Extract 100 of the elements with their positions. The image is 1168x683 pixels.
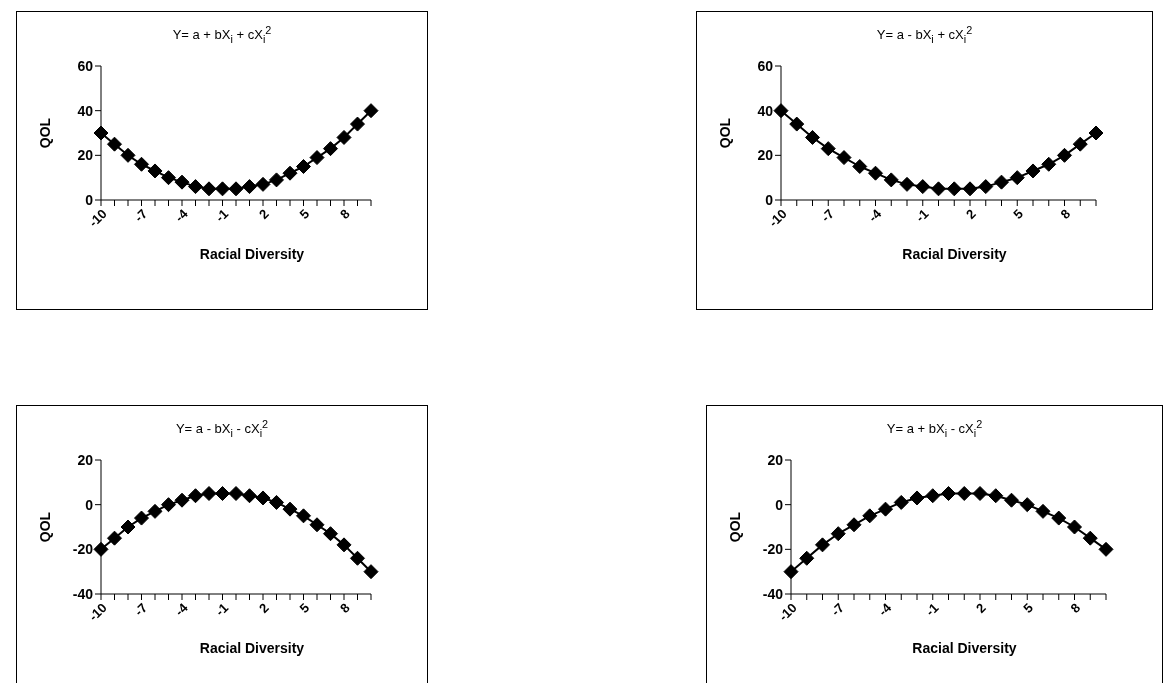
y-tick-label: 20 <box>767 451 784 468</box>
y-tick-label: 0 <box>85 191 94 208</box>
point <box>1082 530 1098 546</box>
point <box>883 172 899 188</box>
point <box>201 181 217 197</box>
x-axis-title: Racial Diversity <box>198 246 306 262</box>
point <box>363 103 379 119</box>
point <box>836 150 852 166</box>
point <box>255 176 271 192</box>
x-tick-label: -10 <box>85 600 110 624</box>
y-tick-label: -20 <box>72 541 94 558</box>
x-tick-label: -4 <box>875 599 895 619</box>
point <box>893 494 909 510</box>
x-tick-label: -1 <box>912 206 932 225</box>
y-tick-label: -20 <box>762 541 784 558</box>
point <box>336 129 352 145</box>
point <box>783 564 799 580</box>
point <box>852 159 868 174</box>
point <box>868 165 883 181</box>
x-tick-label: 5 <box>296 206 313 222</box>
x-tick-label: 5 <box>296 600 313 616</box>
x-axis-title: Racial Diversity <box>198 640 306 656</box>
point <box>1019 497 1035 513</box>
point <box>309 517 325 533</box>
x-tick-label: -4 <box>865 205 885 225</box>
point <box>174 492 190 508</box>
point <box>915 179 931 195</box>
point <box>188 488 203 504</box>
point <box>120 147 136 163</box>
x-tick-label: 5 <box>1020 600 1036 616</box>
point <box>120 519 136 535</box>
y-tick-label: 40 <box>757 102 774 119</box>
x-tick-label: -10 <box>775 600 800 624</box>
point <box>215 486 230 501</box>
point <box>242 488 257 504</box>
point <box>1035 503 1051 519</box>
point <box>336 537 352 553</box>
x-tick-label: 2 <box>255 206 272 222</box>
y-axis-title: QOL <box>36 511 53 543</box>
point <box>93 541 109 557</box>
point <box>269 494 284 510</box>
point <box>1067 519 1082 535</box>
point <box>242 179 257 195</box>
point <box>147 503 163 519</box>
point <box>228 486 244 501</box>
point <box>174 174 190 190</box>
x-tick-label: 2 <box>972 600 989 616</box>
y-tick-label: 60 <box>757 57 774 74</box>
x-tick-label: 2 <box>962 206 979 222</box>
point <box>830 526 846 542</box>
point <box>269 172 284 188</box>
point <box>188 179 203 195</box>
point <box>789 116 805 132</box>
point <box>282 501 298 517</box>
point <box>1072 136 1088 152</box>
point <box>1004 492 1019 508</box>
point <box>1098 541 1114 557</box>
x-tick-label: 8 <box>336 600 353 616</box>
x-tick-label: -10 <box>765 206 790 230</box>
y-tick-label: -40 <box>762 585 784 602</box>
point <box>972 486 988 501</box>
point <box>899 176 915 192</box>
y-axis-title: QOL <box>36 117 53 149</box>
y-tick-label: 0 <box>765 191 774 208</box>
x-tick-label: 5 <box>1010 206 1026 222</box>
point <box>282 165 298 181</box>
x-tick-label: -4 <box>171 599 192 619</box>
point <box>107 530 122 546</box>
x-tick-label: -10 <box>85 206 110 230</box>
point <box>909 490 925 506</box>
point <box>255 490 271 506</box>
y-tick-label: 20 <box>757 147 774 164</box>
y-axis-title: QOL <box>716 117 733 149</box>
point <box>846 517 862 533</box>
point <box>988 488 1004 504</box>
point <box>309 150 325 166</box>
x-axis-title: Racial Diversity <box>911 640 1018 656</box>
point <box>962 181 978 197</box>
x-axis-title: Racial Diversity <box>901 246 1008 262</box>
x-tick-label: -7 <box>131 206 151 225</box>
point <box>815 537 830 553</box>
point <box>925 488 941 504</box>
point <box>350 116 365 132</box>
point <box>956 486 972 501</box>
point <box>773 103 789 119</box>
point <box>228 181 244 197</box>
y-axis-title: QOL <box>726 511 743 543</box>
point <box>799 550 815 566</box>
x-tick-label: -1 <box>212 206 232 225</box>
y-tick-label: 40 <box>77 102 94 119</box>
y-tick-label: 0 <box>775 496 784 513</box>
point <box>93 125 109 141</box>
point <box>1041 156 1057 172</box>
x-tick-label: -1 <box>922 600 942 619</box>
y-tick-label: 60 <box>77 57 94 74</box>
point <box>941 486 956 501</box>
x-tick-label: -4 <box>171 205 192 225</box>
x-tick-label: -7 <box>818 206 837 225</box>
point <box>215 181 230 197</box>
point <box>1009 170 1025 186</box>
